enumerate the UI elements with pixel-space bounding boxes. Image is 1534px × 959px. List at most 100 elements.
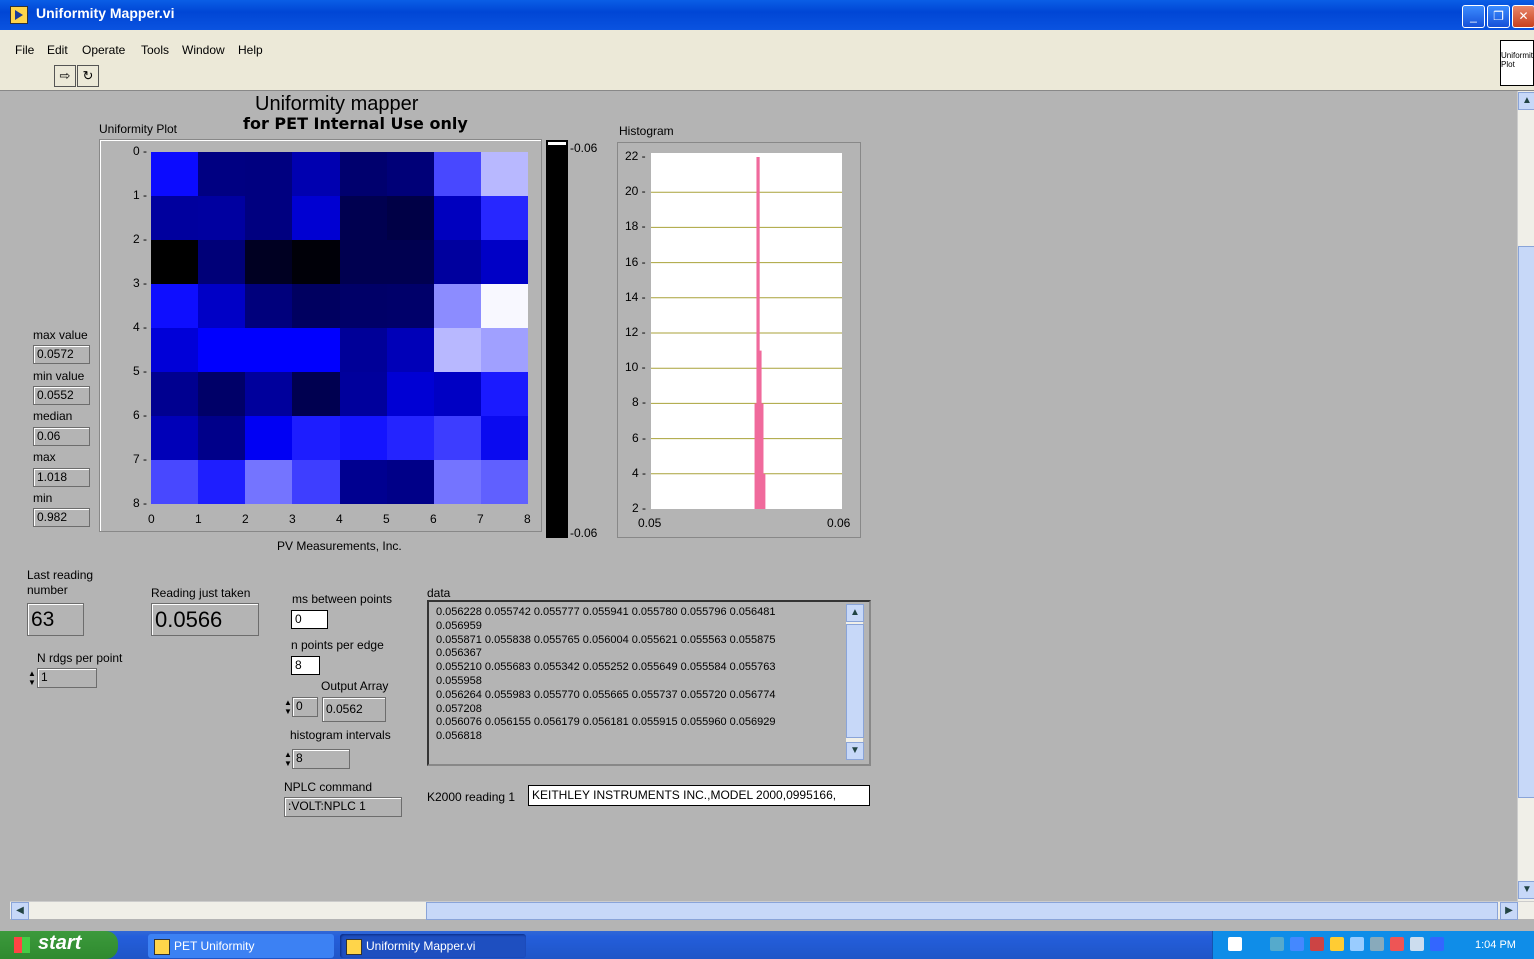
network-tray-icon[interactable] (1290, 937, 1304, 951)
scroll-up-icon[interactable]: ▲ (1518, 92, 1534, 110)
n-rdgs-input[interactable]: 1 (37, 668, 97, 688)
tools-tray-icon[interactable] (1390, 937, 1404, 951)
histogram-x-max-label: 0.06 (827, 516, 851, 530)
max-value-indicator: 0.0572 (33, 345, 90, 364)
output-index-stepper[interactable]: ▲ ▼ (284, 698, 292, 716)
menu-tools[interactable]: Tools (141, 43, 170, 57)
heatmap-cell (386, 196, 434, 240)
printer-tray-icon[interactable] (1370, 937, 1384, 951)
hist-intervals-input[interactable]: 8 (292, 749, 350, 769)
max-indicator: 1.018 (33, 468, 90, 487)
data-scroll-down-icon[interactable]: ▼ (846, 742, 864, 760)
labview-task-icon (346, 939, 362, 955)
menu-bar (0, 30, 1534, 91)
help-tray-icon[interactable] (1228, 937, 1242, 951)
data-textbox[interactable] (427, 600, 871, 766)
heatmap-cell (198, 196, 246, 240)
clock: 1:04 PM (1475, 939, 1516, 951)
y-tick-label: 4 - (133, 320, 148, 334)
heatmap-cell (339, 196, 387, 240)
n-points-input[interactable]: 8 (291, 656, 320, 675)
data-scroll-thumb[interactable] (846, 624, 864, 738)
start-button[interactable]: start (0, 931, 118, 959)
taskbar-item-uniformity-mapper[interactable]: Uniformity Mapper.vi (340, 934, 526, 958)
heatmap-cell (292, 328, 340, 372)
reading-taken-indicator: 0.0566 (151, 603, 259, 636)
network-alert-tray-icon[interactable] (1310, 937, 1324, 951)
hist-y-tick-label: 2 - (632, 501, 647, 515)
minimize-button[interactable]: _ (1462, 5, 1485, 28)
window-title: Uniformity Mapper.vi (36, 5, 175, 21)
menu-file[interactable]: File (15, 43, 35, 57)
data-scrollbar[interactable]: ▲ ▼ (846, 604, 864, 760)
heatmap-cell (433, 416, 481, 460)
horizontal-scrollbar[interactable]: ◀ ▶ (10, 901, 1534, 920)
usb-tray-icon[interactable] (1350, 937, 1364, 951)
heatmap-cell (433, 328, 481, 372)
y-tick-label: 5 - (133, 364, 148, 378)
heatmap-cell (245, 196, 293, 240)
security-shield-tray-icon[interactable] (1330, 937, 1344, 951)
close-button[interactable]: ✕ (1512, 5, 1534, 28)
output-array-label: Output Array (321, 679, 389, 693)
heatmap-cell (292, 196, 340, 240)
heatmap-cell (198, 328, 246, 372)
min-value-indicator: 0.0552 (33, 386, 90, 405)
scroll-left-icon[interactable]: ◀ (11, 902, 29, 920)
vertical-scrollbar[interactable]: ▲ ▼ (1517, 91, 1534, 901)
heatmap-cell (198, 416, 246, 460)
heatmap-cell (386, 416, 434, 460)
max-label: max (33, 450, 56, 464)
hist-y-tick-label: 20 - (625, 184, 646, 199)
data-text[interactable]: 0.056228 0.055742 0.055777 0.055941 0.05… (436, 606, 776, 743)
run-continuously-icon[interactable]: ↻ (77, 65, 99, 87)
phone-tray-icon[interactable] (1410, 937, 1424, 951)
heatmap-cell (151, 196, 199, 240)
last-reading-label-2: number (27, 583, 68, 597)
page-title: Uniformity mapper (255, 93, 419, 115)
menu-edit[interactable]: Edit (47, 43, 68, 57)
title-bar[interactable]: Uniformity Mapper.vi (0, 0, 1534, 30)
arrow-tray-icon[interactable] (1270, 937, 1284, 951)
restore-button[interactable]: ❐ (1487, 5, 1510, 28)
heatmap-cell (151, 284, 199, 328)
hist-y-tick-label: 4 - (632, 465, 647, 480)
heatmap-cell (151, 416, 199, 460)
histogram-label: Histogram (619, 124, 674, 138)
x-tick-label: 6 (430, 512, 437, 526)
x-tick-label: 5 (383, 512, 390, 526)
ms-between-input[interactable]: 0 (291, 610, 328, 629)
vertical-scroll-thumb[interactable] (1518, 246, 1534, 798)
heatmap-cell (433, 372, 481, 416)
histogram-frame (617, 142, 861, 538)
run-arrow-icon[interactable]: ⇨ (54, 65, 76, 87)
menu-operate[interactable]: Operate (82, 43, 126, 57)
heatmap-cell (433, 284, 481, 328)
x-tick-label: 2 (242, 512, 249, 526)
hist-intervals-stepper[interactable]: ▲ ▼ (284, 750, 292, 768)
monitor-tray-icon[interactable] (1430, 937, 1444, 951)
hist-intervals-label: histogram intervals (290, 728, 391, 742)
output-index-input[interactable]: 0 (292, 697, 318, 717)
menu-window[interactable]: Window (182, 43, 225, 57)
heatmap-cell (151, 372, 199, 416)
x-tick-label: 8 (524, 512, 531, 526)
taskbar-item-pet-uniformity[interactable]: PET Uniformity (148, 934, 334, 958)
horizontal-scroll-thumb[interactable] (426, 902, 1498, 920)
labview-task-icon (154, 939, 170, 955)
median-label: median (33, 409, 73, 423)
scroll-down-icon[interactable]: ▼ (1518, 881, 1534, 899)
heatmap-cell (480, 372, 528, 416)
hist-y-tick-label: 10 - (625, 360, 646, 375)
nplc-input[interactable]: :VOLT:NPLC 1 (284, 797, 402, 817)
heatmap-cell (386, 240, 434, 284)
menu-help[interactable]: Help (238, 43, 263, 57)
n-rdgs-stepper[interactable]: ▲ ▼ (28, 669, 36, 687)
scroll-right-icon[interactable]: ▶ (1500, 902, 1518, 920)
heatmap-cell (386, 328, 434, 372)
hist-y-tick-label: 6 - (632, 430, 647, 445)
data-scroll-up-icon[interactable]: ▲ (846, 604, 864, 622)
k2000-label: K2000 reading 1 (427, 790, 516, 804)
k2000-reading-field[interactable]: KEITHLEY INSTRUMENTS INC.,MODEL 2000,099… (528, 785, 870, 806)
min-label: min (33, 491, 53, 505)
